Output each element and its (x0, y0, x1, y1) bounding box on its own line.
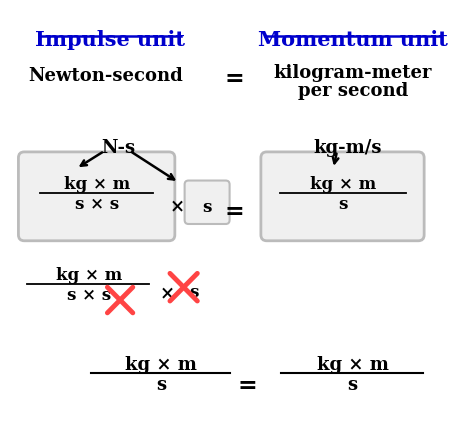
Text: kg × m: kg × m (317, 356, 389, 374)
Text: s: s (338, 196, 348, 213)
Text: Impulse unit: Impulse unit (36, 30, 185, 50)
Text: s × s: s × s (74, 196, 118, 213)
Text: Momentum unit: Momentum unit (258, 30, 448, 50)
FancyBboxPatch shape (261, 152, 424, 241)
Text: N-s: N-s (101, 139, 135, 157)
Text: =: = (225, 67, 245, 91)
Text: kg × m: kg × m (310, 176, 376, 193)
Text: kilogram-meter: kilogram-meter (273, 64, 432, 82)
FancyBboxPatch shape (184, 181, 229, 224)
Text: ×: × (169, 197, 184, 215)
Text: kg × m: kg × m (125, 356, 197, 374)
Text: per second: per second (298, 82, 408, 100)
Text: kg × m: kg × m (55, 268, 122, 285)
FancyBboxPatch shape (18, 152, 175, 241)
Text: s: s (156, 376, 166, 394)
Text: =: = (237, 374, 257, 398)
Text: s × s: s × s (67, 287, 111, 304)
Text: ×: × (159, 284, 174, 302)
Text: =: = (225, 200, 245, 224)
Text: s: s (202, 199, 212, 216)
Text: Newton-second: Newton-second (28, 67, 183, 85)
Text: s: s (348, 376, 358, 394)
Text: kg × m: kg × m (64, 176, 130, 193)
Text: s: s (190, 284, 199, 301)
Text: kg-m/s: kg-m/s (314, 139, 382, 157)
